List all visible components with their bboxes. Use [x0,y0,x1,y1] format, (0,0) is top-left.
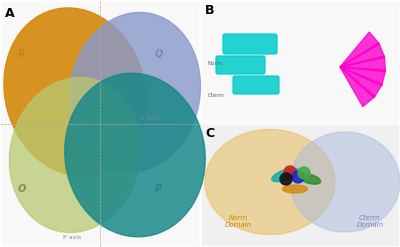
Ellipse shape [282,185,308,193]
FancyBboxPatch shape [202,2,398,123]
Text: Cterm: Cterm [208,93,225,98]
FancyBboxPatch shape [2,2,198,245]
Text: O: O [18,184,26,194]
Text: C: C [205,127,214,140]
Polygon shape [340,67,382,98]
Polygon shape [340,67,375,107]
Text: Cterm
Domain: Cterm Domain [356,215,384,228]
Ellipse shape [272,168,298,182]
Text: P axis: P axis [63,235,81,240]
Text: Q: Q [155,49,163,59]
Ellipse shape [70,12,200,172]
FancyBboxPatch shape [233,76,279,94]
Text: R: R [18,49,26,59]
Text: P: P [155,184,162,194]
FancyBboxPatch shape [202,125,398,245]
Circle shape [298,167,310,179]
Text: B: B [205,4,214,17]
Polygon shape [340,32,380,67]
Ellipse shape [4,8,146,176]
Circle shape [284,166,296,178]
Ellipse shape [290,132,400,232]
Text: A: A [5,7,15,20]
FancyBboxPatch shape [216,56,265,74]
Ellipse shape [205,129,335,234]
Ellipse shape [9,78,141,232]
Polygon shape [340,43,385,67]
Polygon shape [340,56,386,72]
Text: R axis: R axis [140,116,159,121]
Ellipse shape [65,73,205,237]
Circle shape [292,171,304,183]
Polygon shape [340,67,386,86]
Ellipse shape [299,174,321,184]
Text: Norm
Domain: Norm Domain [224,215,252,228]
Text: Norm.: Norm. [208,61,225,66]
FancyBboxPatch shape [223,34,277,54]
Circle shape [280,173,292,185]
